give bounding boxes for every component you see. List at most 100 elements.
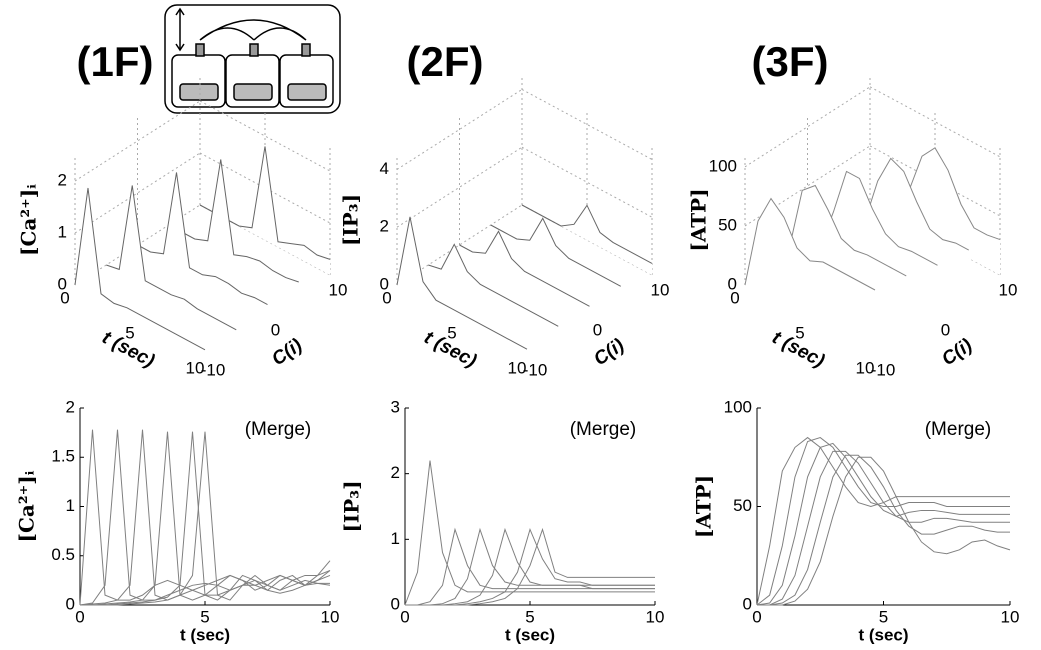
line <box>405 527 655 606</box>
nucleus <box>233 83 273 101</box>
z-tick-label: 0 <box>380 274 389 293</box>
y-axis-label: [ATP] <box>692 475 716 538</box>
line <box>757 456 1011 606</box>
line <box>79 429 331 606</box>
line <box>79 429 330 606</box>
x-tick-label: 10 <box>186 358 205 377</box>
surface-trace <box>168 159 299 283</box>
line <box>757 454 1010 606</box>
y-tick-label: 0 <box>593 320 602 339</box>
x-axis-label: t (sec) <box>858 625 908 644</box>
surface-fill <box>106 185 237 335</box>
line <box>79 429 331 606</box>
x-tick-label: 10 <box>856 358 875 377</box>
x-tick-label: 5 <box>125 323 134 342</box>
x-tick-label: 0 <box>400 607 409 626</box>
x-tick-label: 0 <box>382 288 391 307</box>
x-tick-label: 5 <box>795 323 804 342</box>
surface-trace <box>775 184 907 277</box>
surface-fill <box>200 146 330 275</box>
surface-fill <box>490 218 621 295</box>
y-axis-label: [Ca²⁺]ᵢ <box>15 470 39 542</box>
surface-trace <box>137 172 268 306</box>
y-tick-label: 0.5 <box>51 545 75 564</box>
x-tick-label: 0 <box>75 607 84 626</box>
y-axis-label: C(i) <box>268 335 306 370</box>
y-axis-label: C(i) <box>590 335 628 370</box>
surface-fill <box>168 159 299 295</box>
channel <box>301 43 311 57</box>
y-tick-label: -10 <box>201 360 226 379</box>
y-tick-label: 2 <box>391 463 400 482</box>
x-tick-label: 5 <box>879 607 888 626</box>
y-axis-label: [IP₃] <box>340 480 364 532</box>
annotation: (Merge) <box>245 419 312 440</box>
surface-fill <box>397 216 527 355</box>
surface-trace <box>106 185 237 331</box>
surface-fill <box>522 205 652 275</box>
z-axis-label: [ATP] <box>687 188 711 251</box>
x-tick-label: 10 <box>508 358 527 377</box>
surface-trace <box>521 204 653 264</box>
y-axis-label: C(i) <box>938 335 976 370</box>
line <box>756 442 1010 606</box>
surface-fill <box>745 198 875 355</box>
y-tick-label: 10 <box>651 280 670 299</box>
y-tick-label: 0 <box>941 320 950 339</box>
x-tick-label: 5 <box>447 323 456 342</box>
y-tick-label: 0 <box>271 320 280 339</box>
surface-trace <box>428 243 559 327</box>
z-tick-label: 100 <box>709 156 737 175</box>
y-tick-label: -10 <box>871 360 896 379</box>
z-axis-label: [Ca²⁺]ᵢ <box>17 184 41 256</box>
annotation: (Merge) <box>570 419 637 440</box>
y-tick-label: 2 <box>66 397 75 416</box>
channel <box>249 43 259 57</box>
panel-label: (1F) <box>77 38 154 85</box>
inset-frame <box>164 4 341 114</box>
x-tick-label: 0 <box>752 607 761 626</box>
line <box>756 436 1010 606</box>
line <box>405 527 655 606</box>
panel-label: (2F) <box>407 38 484 85</box>
z-tick-label: 2 <box>58 170 67 189</box>
z-tick-label: 1 <box>58 222 67 241</box>
line <box>80 431 331 606</box>
line <box>80 431 331 606</box>
line <box>405 527 655 606</box>
x-axis-label: t (sec) <box>505 625 555 644</box>
connection-arrow <box>199 19 307 41</box>
surface-fill <box>428 244 559 335</box>
z-tick-label: 0 <box>58 274 67 293</box>
y-tick-label: 100 <box>724 397 752 416</box>
y-tick-label: 3 <box>391 397 400 416</box>
inset-diagram <box>164 4 341 114</box>
surface-trace <box>396 216 528 350</box>
line <box>80 431 331 606</box>
z-tick-label: 2 <box>380 217 389 236</box>
x-tick-label: 10 <box>1001 607 1020 626</box>
x-axis-label: t (sec) <box>180 625 230 644</box>
z-tick-label: 4 <box>380 159 389 178</box>
line <box>405 527 655 606</box>
x-tick-label: 5 <box>200 607 209 626</box>
channel <box>195 43 205 57</box>
nucleus <box>179 83 219 101</box>
nucleus <box>287 83 327 101</box>
x-tick-label: 5 <box>525 607 534 626</box>
z-tick-label: 50 <box>718 215 737 234</box>
annotation: (Merge) <box>925 419 992 440</box>
z-axis-label: [IP₃] <box>339 194 363 246</box>
surface-trace <box>490 217 621 287</box>
y-tick-label: -10 <box>523 360 548 379</box>
y-tick-label: 1 <box>391 529 400 548</box>
x-tick-label: 0 <box>730 288 739 307</box>
arrowhead <box>175 7 185 52</box>
y-tick-label: 1 <box>66 496 75 515</box>
y-tick-label: 0 <box>743 594 752 613</box>
grid-line <box>869 86 1001 158</box>
surface-trace <box>744 197 876 291</box>
y-tick-label: 0 <box>391 594 400 613</box>
surface-fill <box>870 147 1000 275</box>
y-tick-label: 1.5 <box>51 447 75 466</box>
